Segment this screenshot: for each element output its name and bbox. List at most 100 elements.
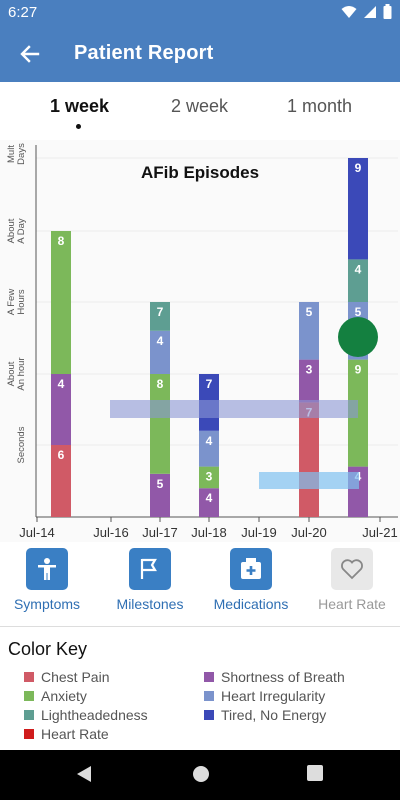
- bar-value-label: 7: [157, 305, 164, 319]
- bar-segment-chest-pain: [299, 402, 319, 517]
- bar-segment-shortness-of-breath: [199, 488, 219, 517]
- wifi-icon: [341, 5, 357, 18]
- y-level-label: An hour: [16, 357, 27, 390]
- key-label: Chest Pain: [41, 669, 110, 685]
- bar-segment-chest-pain: [51, 445, 71, 517]
- heart-rate-button[interactable]: Heart Rate: [314, 548, 390, 612]
- bar-segment-lightheadedness: [150, 302, 170, 331]
- status-time: 6:27: [8, 4, 38, 21]
- key-item-heart-rate: Heart Rate: [24, 726, 109, 742]
- milestones-label: Milestones: [116, 596, 184, 612]
- y-level-label: Days: [16, 143, 27, 165]
- signal-icon: [364, 5, 376, 18]
- medication-icon: [230, 548, 272, 590]
- tired-swatch: [204, 710, 214, 720]
- y-level-label: Hours: [16, 289, 27, 315]
- tab-1-week[interactable]: 1 week: [50, 96, 110, 116]
- tab-active-indicator: [76, 124, 81, 129]
- bar-value-label: 4: [206, 491, 213, 505]
- bar-segment-anxiety: [150, 374, 170, 474]
- status-bar: 6:27: [0, 0, 400, 26]
- bar-value-label: 6: [58, 448, 65, 462]
- bar-value-label: 5: [157, 477, 164, 491]
- heart-rate-swatch: [24, 729, 34, 739]
- bar-segment-heart-irregularity: [150, 330, 170, 374]
- chart-title: AFib Episodes: [141, 163, 259, 182]
- y-level-label: A Day: [16, 218, 27, 244]
- key-item-anxiety: Anxiety: [24, 688, 87, 704]
- x-tick-label: Jul-19: [241, 525, 276, 540]
- x-tick-label: Jul-20: [291, 525, 326, 540]
- x-tick-label: Jul-18: [191, 525, 226, 540]
- bar-segment-shortness-of-breath: [150, 473, 170, 517]
- feature-nav: Symptoms Milestones Medications Heart Ra…: [0, 542, 400, 626]
- bar-value-label: 3: [306, 363, 313, 377]
- key-item-shortness-of-breath: Shortness of Breath: [204, 669, 345, 685]
- battery-icon: [383, 4, 392, 19]
- range-band-irregularity: [110, 400, 358, 418]
- bar-segment-anxiety: [51, 231, 71, 374]
- bar-value-label: 3: [206, 470, 213, 484]
- key-label: Tired, No Energy: [221, 707, 327, 723]
- system-recents-icon[interactable]: [307, 765, 323, 781]
- symptoms-button[interactable]: Symptoms: [10, 548, 84, 612]
- bar-value-label: 8: [58, 234, 65, 248]
- range-tabs: 1 week 2 week 1 month: [0, 82, 400, 140]
- system-home-icon[interactable]: [192, 765, 210, 783]
- heart-irregularity-swatch: [204, 691, 214, 701]
- heart-icon: [331, 548, 373, 590]
- bar-segment-heart-irregularity: [199, 430, 219, 467]
- symptoms-label: Symptoms: [13, 596, 81, 612]
- tab-1-month[interactable]: 1 month: [287, 96, 353, 116]
- bar-segment-lightheadedness: [348, 259, 368, 302]
- key-label: Shortness of Breath: [221, 669, 345, 685]
- y-level-label: About: [6, 218, 17, 243]
- bar-value-label: 4: [157, 334, 164, 348]
- x-tick-label: Jul-14: [19, 525, 54, 540]
- bar-value-label: 4: [206, 434, 213, 448]
- medications-button[interactable]: Medications: [209, 548, 293, 612]
- color-key: Color Key Chest Pain Shortness of Breath…: [0, 627, 400, 750]
- shortness-of-breath-swatch: [204, 672, 214, 682]
- x-tick-label: Jul-16: [93, 525, 128, 540]
- bar-segment-tired: [348, 158, 368, 260]
- key-label: Lightheadedness: [41, 707, 148, 723]
- key-label: Heart Irregularity: [221, 688, 326, 704]
- bar-value-label: 9: [355, 363, 362, 377]
- y-level-label: Seconds: [16, 426, 27, 463]
- flag-icon: [129, 548, 171, 590]
- bar-value-label: 4: [355, 262, 362, 276]
- status-icons: [341, 4, 392, 19]
- heart-rate-label: Heart Rate: [318, 596, 386, 612]
- key-item-tired: Tired, No Energy: [204, 707, 326, 723]
- bar-value-label: 4: [58, 377, 65, 391]
- bar-value-label: 5: [306, 305, 313, 319]
- bar-segment-heart-irregularity: [299, 302, 319, 360]
- app-bar: Patient Report: [0, 26, 400, 82]
- x-tick-label: Jul-21: [362, 525, 397, 540]
- bar-value-label: 7: [206, 377, 213, 391]
- bar-value-label: 8: [157, 377, 164, 391]
- key-item-heart-irregularity: Heart Irregularity: [204, 688, 325, 704]
- bar-segment-anxiety: [199, 466, 219, 489]
- tab-2-week[interactable]: 2 week: [171, 96, 229, 116]
- color-key-title: Color Key: [8, 639, 88, 659]
- chest-pain-swatch: [24, 672, 34, 682]
- bar-value-label: 5: [355, 305, 362, 319]
- back-button[interactable]: [14, 38, 46, 70]
- key-item-chest-pain: Chest Pain: [24, 669, 109, 685]
- y-level-label: Mult: [6, 145, 17, 163]
- afib-chart: Seconds About An hour A Few Hours About A Day M…: [0, 140, 400, 542]
- milestones-button[interactable]: Milestones: [112, 548, 188, 612]
- x-tick-label: Jul-17: [142, 525, 177, 540]
- key-label: Heart Rate: [41, 726, 109, 742]
- divider: [0, 626, 400, 627]
- bar-segment-shortness-of-breath: [51, 374, 71, 445]
- y-level-label: About: [6, 361, 17, 386]
- key-item-lightheadedness: Lightheadedness: [24, 707, 148, 723]
- medications-label: Medications: [213, 596, 289, 612]
- system-back-icon[interactable]: [76, 765, 92, 783]
- bar-value-label: 9: [355, 161, 362, 175]
- lightheadedness-swatch: [24, 710, 34, 720]
